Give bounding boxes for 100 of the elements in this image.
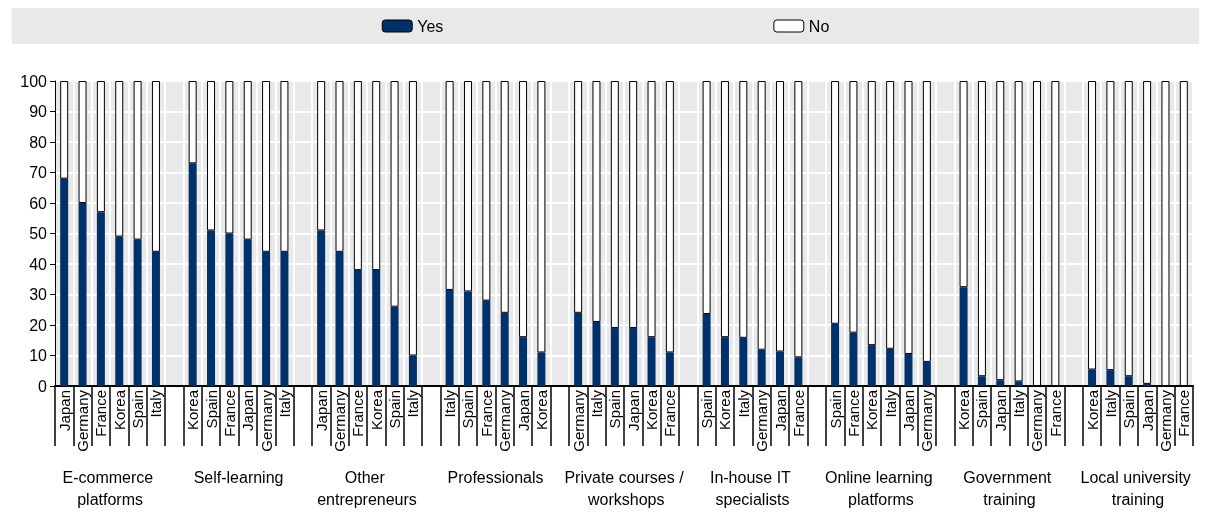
x-tick-label: Italy bbox=[1010, 389, 1028, 418]
bar bbox=[720, 337, 729, 386]
bar bbox=[702, 314, 711, 386]
text: Self-learning bbox=[193, 468, 284, 486]
bar bbox=[867, 345, 876, 386]
bar bbox=[592, 321, 601, 386]
bar bbox=[519, 337, 528, 386]
x-tick-label: Japan bbox=[771, 390, 789, 431]
text: Online learning platforms bbox=[824, 468, 938, 508]
x-tick-label: Italy bbox=[1101, 389, 1119, 418]
bar bbox=[574, 312, 583, 386]
bar bbox=[996, 380, 1005, 386]
x-tick-label: Germany bbox=[257, 389, 275, 452]
bar bbox=[776, 351, 785, 386]
y-tick-label: 80 bbox=[29, 133, 48, 151]
x-tick-label: Germany bbox=[918, 389, 936, 452]
x-tick-label: Spain bbox=[606, 390, 624, 429]
bar bbox=[353, 270, 362, 386]
bar bbox=[390, 306, 399, 386]
bar bbox=[133, 239, 142, 386]
bar bbox=[739, 337, 748, 386]
x-tick-label: Spain bbox=[386, 390, 404, 429]
y-tick-label: 40 bbox=[29, 255, 48, 273]
x-tick-label: Spain bbox=[973, 390, 991, 429]
x-tick-label: Korea bbox=[1083, 389, 1101, 431]
x-tick-label: France bbox=[661, 390, 679, 437]
x-tick-label: Japan bbox=[55, 390, 73, 431]
bar bbox=[849, 332, 858, 386]
x-tick-label: Italy bbox=[404, 389, 422, 418]
bar bbox=[977, 376, 986, 386]
bar bbox=[1088, 369, 1097, 386]
bar bbox=[757, 349, 766, 386]
bar bbox=[831, 323, 840, 386]
x-tick-label: Korea bbox=[716, 389, 734, 431]
x-tick-label: France bbox=[349, 390, 367, 437]
bar bbox=[922, 361, 931, 386]
bar bbox=[188, 163, 197, 386]
x-tick-label: Germany bbox=[1028, 389, 1046, 452]
bar bbox=[243, 239, 252, 386]
x-tick-label: Italy bbox=[275, 389, 293, 418]
x-tick-label: Italy bbox=[587, 389, 605, 418]
text: Government training bbox=[963, 468, 1056, 508]
y-tick-label: 20 bbox=[29, 316, 48, 334]
bar bbox=[886, 348, 895, 386]
x-tick-label: Korea bbox=[863, 389, 881, 431]
bar bbox=[151, 251, 160, 386]
bar bbox=[225, 233, 234, 386]
text: Private courses / workshops bbox=[564, 468, 685, 508]
x-tick-label: Korea bbox=[955, 389, 973, 431]
bar bbox=[280, 251, 289, 386]
y-tick-label: 70 bbox=[29, 164, 48, 181]
x-tick-label: Japan bbox=[1138, 390, 1156, 431]
x-tick-label: Spain bbox=[129, 390, 147, 429]
bar bbox=[408, 355, 417, 386]
text: Local university training bbox=[1080, 468, 1196, 508]
x-tick-label: Korea bbox=[532, 389, 550, 431]
x-tick-label: Italy bbox=[734, 389, 752, 418]
x-tick-label: Japan bbox=[624, 390, 642, 431]
text: In-house IT specialists bbox=[709, 468, 796, 508]
text: Professionals bbox=[447, 468, 544, 486]
legend-label: Yes bbox=[417, 17, 444, 35]
x-tick-label: France bbox=[1046, 390, 1064, 437]
x-tick-label: Germany bbox=[331, 389, 348, 452]
bar bbox=[78, 203, 87, 386]
y-tick-label: 50 bbox=[29, 225, 48, 242]
bar bbox=[1143, 383, 1152, 386]
x-tick-label: France bbox=[844, 390, 862, 437]
bar bbox=[1124, 376, 1133, 386]
bar bbox=[904, 353, 913, 386]
legend-label: No bbox=[808, 17, 830, 35]
x-tick-label: France bbox=[1175, 390, 1193, 437]
bar bbox=[317, 230, 326, 386]
x-tick-label: Spain bbox=[1120, 390, 1138, 429]
x-tick-label: Korea bbox=[367, 389, 385, 431]
bar bbox=[610, 328, 619, 386]
x-tick-label: Spain bbox=[202, 390, 220, 429]
y-tick-label: 60 bbox=[29, 194, 48, 212]
bar bbox=[537, 352, 546, 386]
x-tick-label: Germany bbox=[496, 389, 514, 452]
bar bbox=[794, 357, 803, 386]
x-tick-label: France bbox=[477, 390, 495, 437]
y-tick-label: 90 bbox=[29, 103, 48, 120]
x-tick-label: France bbox=[92, 390, 110, 437]
x-tick-label: Japan bbox=[312, 390, 330, 431]
x-tick-label: Spain bbox=[459, 390, 477, 429]
bar bbox=[60, 178, 69, 386]
bar bbox=[207, 230, 216, 386]
x-tick-label: Japan bbox=[514, 390, 532, 431]
x-tick-label: Italy bbox=[441, 389, 459, 418]
x-tick-label: Germany bbox=[1156, 389, 1174, 452]
bar bbox=[115, 236, 124, 386]
x-tick-label: Spain bbox=[698, 390, 716, 429]
y-tick-label: 100 bbox=[20, 72, 48, 90]
x-tick-label: Germany bbox=[74, 389, 92, 452]
y-tick-label: 10 bbox=[29, 347, 48, 364]
x-tick-label: Korea bbox=[184, 389, 202, 431]
x-tick-label: Japan bbox=[239, 390, 257, 431]
bar bbox=[665, 352, 674, 386]
bar bbox=[335, 251, 344, 386]
x-tick-label: Korea bbox=[643, 389, 661, 431]
